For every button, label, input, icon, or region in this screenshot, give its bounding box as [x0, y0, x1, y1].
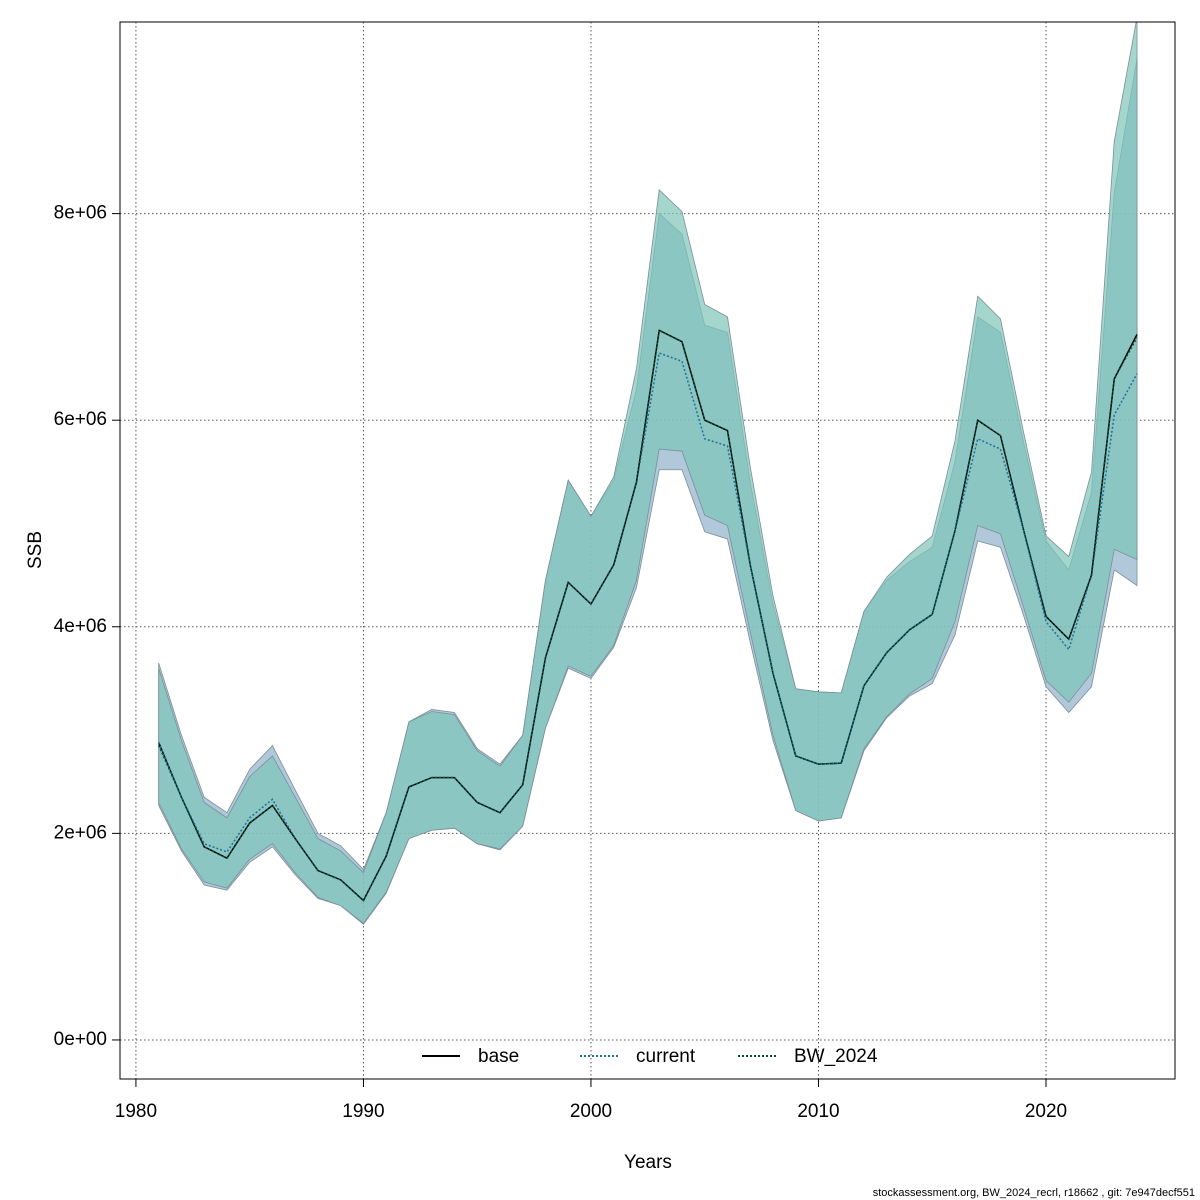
- y-tick-label: 8e+06: [54, 203, 107, 224]
- y-tick-label: 2e+06: [54, 822, 107, 843]
- x-axis-label: Years: [624, 1152, 672, 1173]
- plot-frame: [119, 21, 1176, 1080]
- x-tick-label: 1990: [342, 1101, 384, 1122]
- x-tick-label: 1980: [115, 1101, 157, 1122]
- bands: [158, 22, 1138, 925]
- x-tick-label: 2020: [1025, 1101, 1067, 1122]
- legend-label: base: [478, 1046, 519, 1067]
- footnote: stockassessment.org, BW_2024_recrl, r186…: [873, 1187, 1195, 1199]
- legend-label: current: [636, 1046, 696, 1067]
- series-line: [157, 329, 1138, 902]
- legend-label: BW_2024: [794, 1046, 878, 1067]
- y-tick-label: 0e+00: [54, 1029, 107, 1050]
- axes: 1980 1990 2000 2010 2020 0e+00 2e+06 4e+06 6e+06…: [54, 203, 1068, 1122]
- x-tick-label: 2000: [570, 1101, 612, 1122]
- y-tick-label: 6e+06: [54, 409, 107, 430]
- confidence-band: [158, 22, 1138, 924]
- y-tick-label: 4e+06: [54, 616, 107, 637]
- x-tick-label: 2010: [797, 1101, 839, 1122]
- lines: [157, 329, 1138, 902]
- legend: base current BW_2024: [422, 1046, 878, 1067]
- y-axis-label: SSB: [25, 531, 46, 569]
